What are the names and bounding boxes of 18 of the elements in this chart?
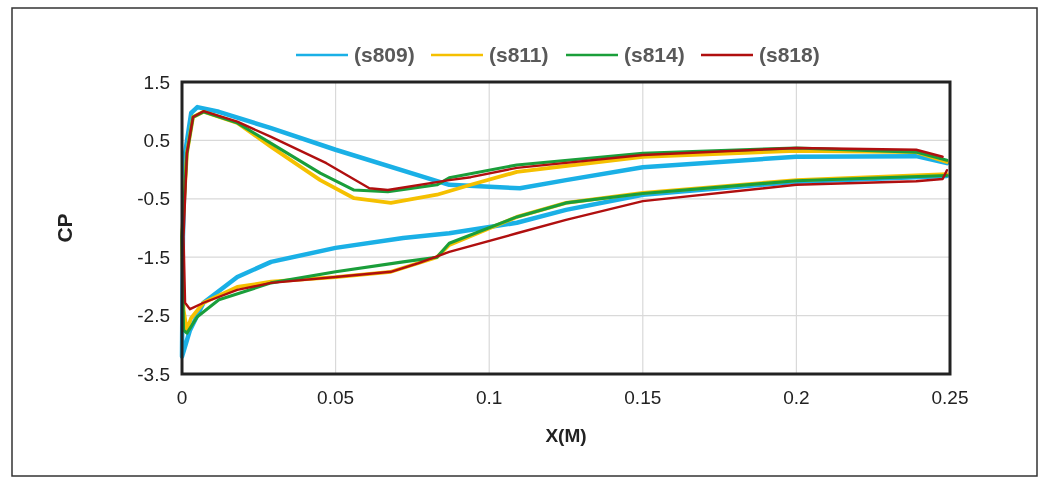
x-tick-label: 0.05 <box>317 387 355 408</box>
y-tick-label: 1.5 <box>143 71 170 93</box>
y-tick-label: -0.5 <box>137 188 170 210</box>
x-tick-label: 0.15 <box>624 387 662 408</box>
x-tick-label: 0.1 <box>475 387 503 408</box>
y-tick-label: -3.5 <box>137 363 170 385</box>
x-tick-label: 0.2 <box>783 387 810 408</box>
y-axis-title: CP <box>53 213 76 243</box>
legend-label: (s811) <box>489 43 549 67</box>
y-tick-label: 0.5 <box>143 130 170 152</box>
legend-label: (s814) <box>624 43 685 67</box>
x-tick-label: 0.25 <box>931 387 969 408</box>
legend-label: (s818) <box>759 43 820 67</box>
y-tick-label: -1.5 <box>137 246 170 268</box>
x-axis-title: X(M) <box>545 425 587 446</box>
legend-label: (s809) <box>354 43 415 67</box>
y-tick-label: -2.5 <box>137 305 170 327</box>
x-tick-label: 0 <box>176 387 188 408</box>
